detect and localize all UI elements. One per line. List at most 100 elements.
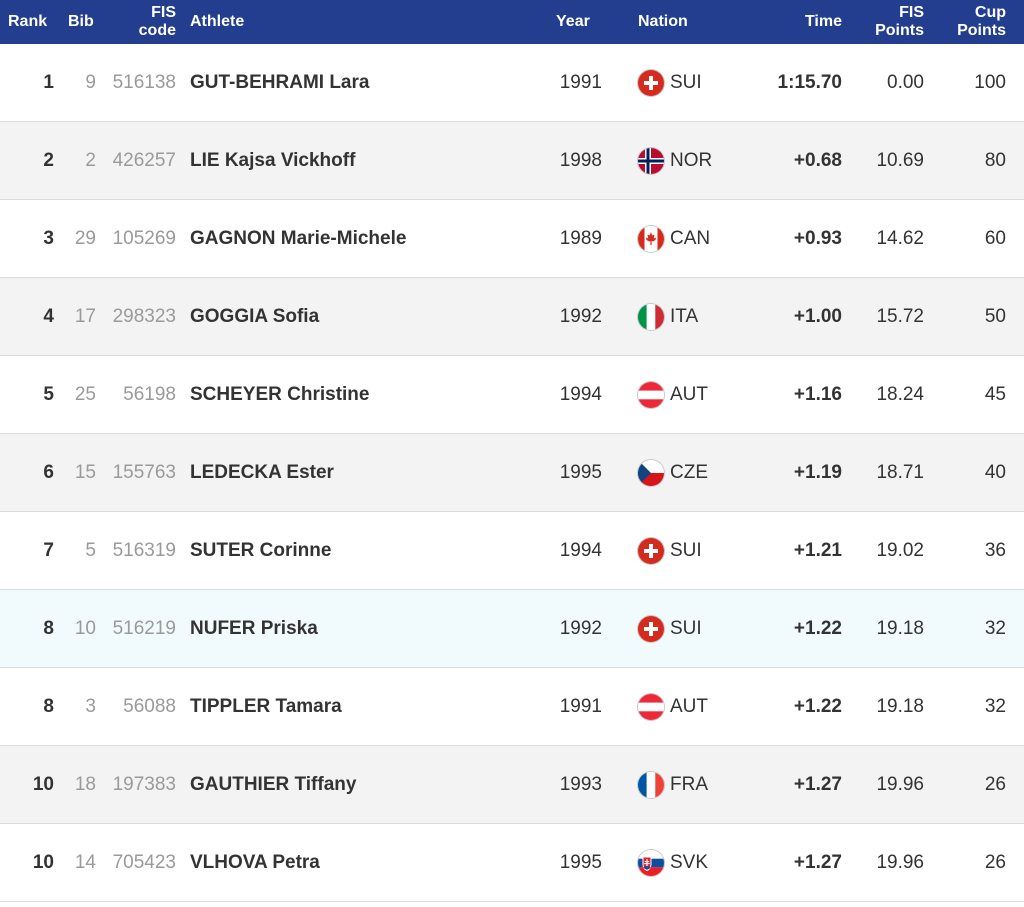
italy-flag-icon: [638, 303, 664, 330]
time-cell: +1.00: [793, 305, 842, 327]
athlete-name-link[interactable]: SUTER Corinne: [190, 539, 332, 561]
fis-points-cell: 0.00: [887, 71, 924, 93]
table-row[interactable]: 8 10 516219 NUFER Priska 1992 SUI +1.22 19.18 32: [0, 590, 1024, 668]
switzerland-flag-icon: [638, 537, 664, 564]
year-cell: 1995: [559, 461, 602, 483]
rank-cell: 1: [43, 71, 54, 93]
cup-points-cell: 50: [984, 305, 1006, 327]
year-cell: 1991: [559, 71, 602, 93]
fis-points-cell: 19.02: [876, 539, 924, 561]
bib-cell: 10: [74, 617, 96, 639]
athlete-name-link[interactable]: TIPPLER Tamara: [190, 695, 342, 717]
bib-cell: 18: [74, 773, 96, 795]
athlete-name-link[interactable]: SCHEYER Christine: [190, 383, 370, 405]
bib-cell: 15: [74, 461, 96, 483]
bib-cell: 2: [85, 149, 96, 171]
rank-cell: 5: [43, 383, 54, 405]
table-row[interactable]: 8 3 56088 TIPPLER Tamara 1991 AUT +1.22 19.18 32: [0, 668, 1024, 746]
table-row[interactable]: 5 25 56198 SCHEYER Christine 1994 AUT +1.16 18.…: [0, 356, 1024, 434]
time-cell: +1.27: [793, 773, 842, 795]
year-cell: 1995: [559, 851, 602, 873]
cup-points-cell: 100: [974, 71, 1006, 93]
nation-code: FRA: [670, 773, 708, 795]
fis-points-cell: 15.72: [876, 305, 924, 327]
header-cup-points[interactable]: Cup Points: [924, 0, 1006, 44]
nation-code: CAN: [670, 227, 711, 249]
fis-code-cell: 516219: [112, 617, 176, 639]
header-bib[interactable]: Bib: [68, 13, 94, 30]
rank-cell: 8: [43, 695, 54, 717]
header-fis-code[interactable]: FIS code: [96, 0, 176, 44]
header-cup-points-line1: Cup: [974, 4, 1006, 21]
nation-code: CZE: [670, 461, 708, 483]
cup-points-cell: 36: [984, 539, 1006, 561]
athlete-name-link[interactable]: VLHOVA Petra: [190, 851, 320, 873]
fis-code-cell: 155763: [112, 461, 176, 483]
table-row[interactable]: 6 15 155763 LEDECKA Ester 1995 CZE +1.19 18.71 4…: [0, 434, 1024, 512]
athlete-name-link[interactable]: LEDECKA Ester: [190, 461, 334, 483]
nation-code: SUI: [670, 71, 702, 93]
athlete-name-link[interactable]: GOGGIA Sofia: [190, 305, 320, 327]
rank-cell: 10: [32, 773, 54, 795]
header-year[interactable]: Year: [556, 13, 590, 30]
cup-points-cell: 80: [984, 149, 1006, 171]
table-row[interactable]: 10 14 705423 VLHOVA Petra 1995 SVK +1.27 19.96 2…: [0, 824, 1024, 902]
year-cell: 1992: [559, 305, 602, 327]
table-row[interactable]: 1 9 516138 GUT-BEHRAMI Lara 1991 SUI 1:15.70 0.…: [0, 44, 1024, 122]
athlete-name-link[interactable]: LIE Kajsa Vickhoff: [190, 149, 356, 171]
time-cell: +0.68: [793, 149, 842, 171]
header-athlete[interactable]: Athlete: [190, 13, 245, 30]
fis-points-cell: 18.71: [876, 461, 924, 483]
header-nation[interactable]: Nation: [638, 13, 688, 30]
rank-cell: 10: [32, 851, 54, 873]
header-rank[interactable]: Rank: [8, 13, 48, 30]
fis-code-cell: 56088: [123, 695, 176, 717]
nation-code: ITA: [670, 305, 699, 327]
year-cell: 1998: [559, 149, 602, 171]
rank-cell: 3: [43, 227, 54, 249]
nation-cell: AUT: [638, 668, 768, 745]
time-cell: +1.16: [793, 383, 842, 405]
year-cell: 1991: [559, 695, 602, 717]
fis-code-cell: 705423: [112, 851, 176, 873]
fis-code-cell: 516319: [112, 539, 176, 561]
bib-cell: 17: [74, 305, 96, 327]
header-fis-code-line2: code: [138, 22, 176, 39]
rank-cell: 7: [43, 539, 54, 561]
nation-cell: ITA: [638, 278, 768, 355]
norway-flag-icon: [638, 147, 664, 174]
cup-points-cell: 60: [984, 227, 1006, 249]
austria-flag-icon: [638, 381, 664, 408]
fis-points-cell: 19.18: [876, 617, 924, 639]
header-fis-points[interactable]: FIS Points: [842, 0, 924, 44]
cup-points-cell: 40: [984, 461, 1006, 483]
header-cup-points-line2: Points: [957, 22, 1006, 39]
athlete-name-link[interactable]: GAUTHIER Tiffany: [190, 773, 357, 795]
table-header: Rank Bib FIS code Athlete Year Nation Ti…: [0, 0, 1024, 44]
table-row[interactable]: 7 5 516319 SUTER Corinne 1994 SUI +1.21 19.02 36: [0, 512, 1024, 590]
table-row[interactable]: 4 17 298323 GOGGIA Sofia 1992 ITA +1.00 15.72 50: [0, 278, 1024, 356]
athlete-name-link[interactable]: NUFER Priska: [190, 617, 318, 639]
time-cell: +1.22: [793, 617, 842, 639]
slovakia-flag-icon: [638, 849, 664, 876]
nation-code: AUT: [670, 695, 708, 717]
table-row[interactable]: 2 2 426257 LIE Kajsa Vickhoff 1998 NOR +0.68 10…: [0, 122, 1024, 200]
athlete-name-link[interactable]: GAGNON Marie-Michele: [190, 227, 407, 249]
header-time[interactable]: Time: [804, 13, 842, 30]
nation-cell: AUT: [638, 356, 768, 433]
rank-cell: 4: [43, 305, 54, 327]
bib-cell: 29: [74, 227, 96, 249]
cup-points-cell: 32: [984, 617, 1006, 639]
nation-code: AUT: [670, 383, 708, 405]
fis-code-cell: 516138: [112, 71, 176, 93]
rank-cell: 6: [43, 461, 54, 483]
table-body: 1 9 516138 GUT-BEHRAMI Lara 1991 SUI 1:15.70 0.…: [0, 44, 1024, 902]
table-row[interactable]: 10 18 197383 GAUTHIER Tiffany 1993 FRA +1.27 19…: [0, 746, 1024, 824]
austria-flag-icon: [638, 693, 664, 720]
table-row[interactable]: 3 29 105269 GAGNON Marie-Michele 1989 CAN +0.9…: [0, 200, 1024, 278]
nation-cell: NOR: [638, 122, 768, 199]
athlete-name-link[interactable]: GUT-BEHRAMI Lara: [190, 71, 370, 93]
fis-points-cell: 10.69: [876, 149, 924, 171]
fis-points-cell: 19.96: [876, 851, 924, 873]
cup-points-cell: 32: [984, 695, 1006, 717]
